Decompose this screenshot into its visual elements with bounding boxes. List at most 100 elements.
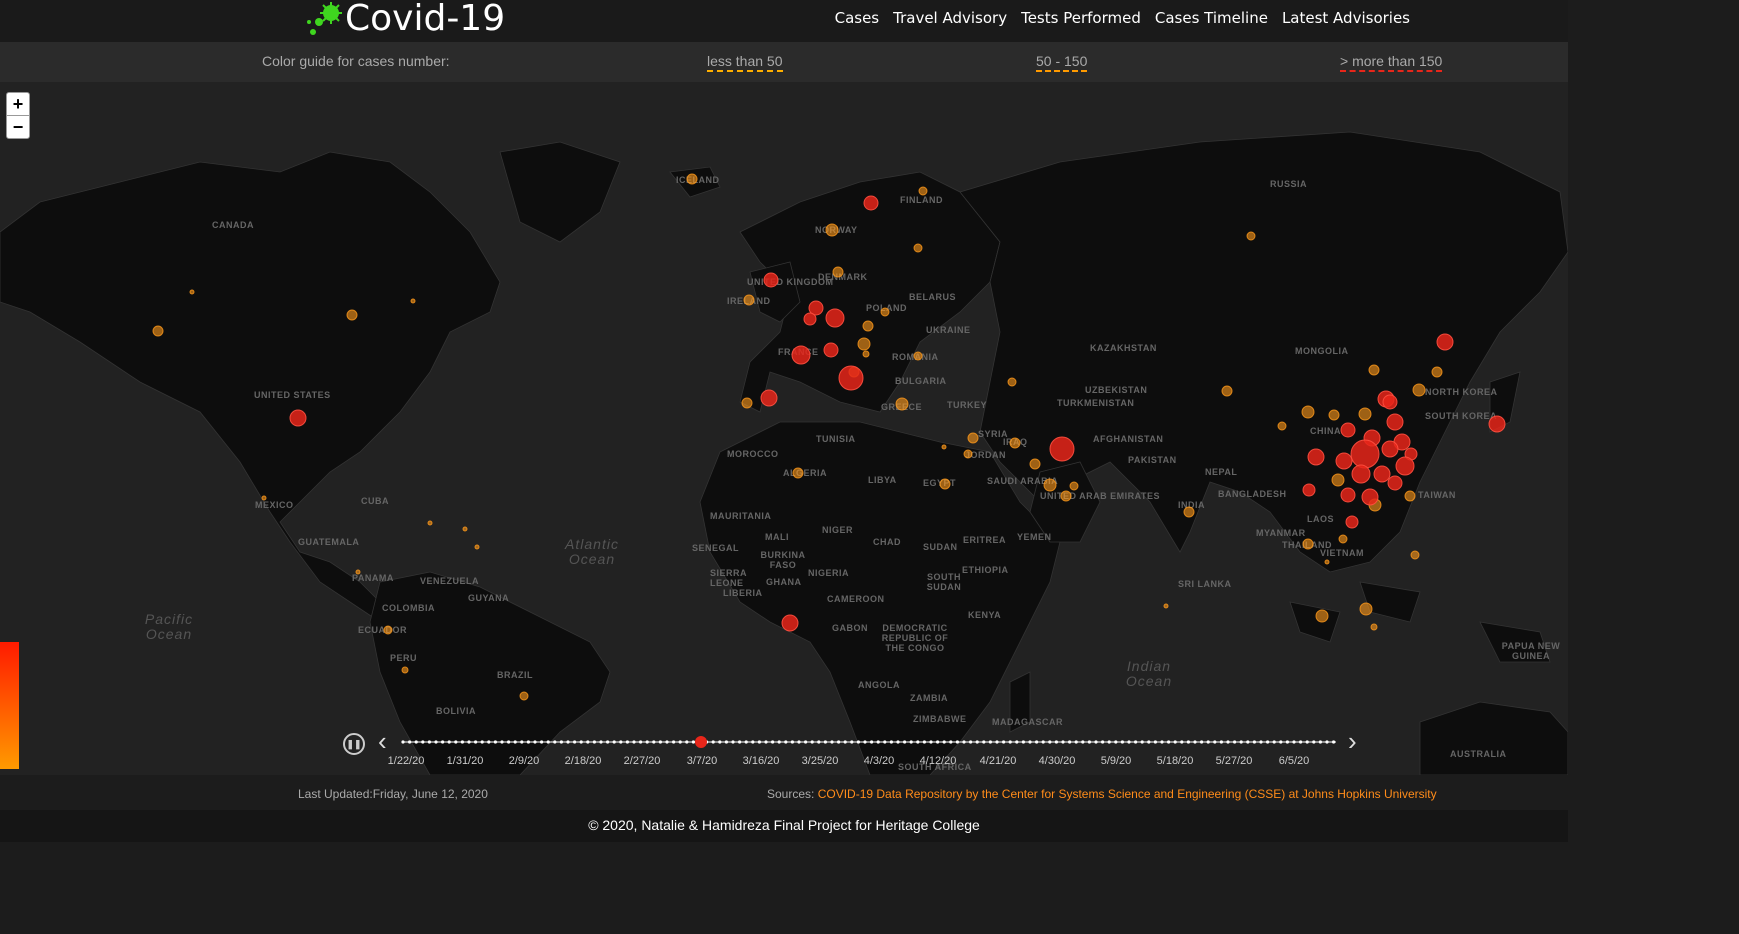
timeline-track[interactable] [400,735,1340,749]
timeline-tick [1285,740,1289,744]
nav-latest-advisories[interactable]: Latest Advisories [1281,9,1410,27]
timeline-tick [1173,740,1177,744]
map-label: LAOS [1307,514,1335,524]
timeline-date[interactable]: 1/22/20 [387,755,425,767]
map-label: CHINA [1310,426,1341,436]
nav-tests-performed[interactable]: Tests Performed [1021,9,1141,27]
case-marker [781,614,799,632]
timeline-tick [797,740,801,744]
timeline-date[interactable]: 1/31/20 [446,755,484,767]
case-marker [760,389,778,407]
case-marker [1340,422,1356,438]
timeline-tick [427,740,431,744]
timeline-tick [414,740,418,744]
case-marker [1301,405,1315,419]
timeline-tick [507,740,511,744]
timeline-tick [1008,740,1012,744]
timeline-tick [850,740,854,744]
case-marker [289,409,307,427]
timeline-date[interactable]: 4/3/20 [863,755,895,767]
timeline-next-button[interactable]: › [1348,726,1357,756]
color-legend: Color guide for cases number: less than … [0,42,1568,82]
case-marker [1302,538,1314,550]
pause-button[interactable]: ❚❚ [343,733,365,755]
world-map[interactable]: + − CANADA UNITED STATES MEXICO CUBA GUA… [0,82,1568,775]
map-label: BULGARIA [895,376,947,386]
map-label: VENEZUELA [420,576,480,586]
timeline-date[interactable]: 2/18/20 [564,755,602,767]
timeline-tick [1325,740,1329,744]
map-label: LIBYA [868,475,897,485]
map-label: INDIA [1178,500,1205,510]
case-marker [832,266,844,278]
map-label: AFGHANISTAN [1093,434,1164,444]
timeline-date[interactable]: 4/12/20 [919,755,957,767]
timeline-tick [1101,740,1105,744]
timeline-date[interactable]: 3/7/20 [686,755,718,767]
map-label: MEXICO [255,500,294,510]
timeline-tick [889,740,893,744]
case-marker [1345,515,1359,529]
case-marker [791,345,811,365]
case-marker [1049,436,1075,462]
timeline-tick [724,740,728,744]
case-marker [462,526,468,532]
nav-travel-advisory[interactable]: Travel Advisory [893,9,1008,27]
timeline-prev-button[interactable]: ‹ [378,726,387,756]
map-label: MYANMAR [1256,528,1306,538]
timeline-tick [1068,740,1072,744]
timeline-date[interactable]: 5/27/20 [1215,755,1253,767]
timeline-tick [784,740,788,744]
zoom-in-button[interactable]: + [6,92,30,116]
timeline-tick [1180,740,1184,744]
timeline-tick [599,740,603,744]
timeline-current-marker [695,736,707,748]
timeline-date[interactable]: 6/5/20 [1278,755,1310,767]
map-label: SUDAN [923,542,958,552]
case-marker [1368,364,1380,376]
case-marker [1382,394,1398,410]
site-title: Covid-19 [345,0,506,39]
map-label: LIBERIA [723,588,763,598]
timeline-tick [942,740,946,744]
timeline-date[interactable]: 2/27/20 [623,755,661,767]
case-marker [1277,421,1287,431]
timeline-tick [1305,740,1309,744]
timeline-date[interactable]: 3/25/20 [801,755,839,767]
case-marker [189,289,195,295]
case-marker [1324,559,1330,565]
case-marker [862,320,874,332]
case-marker [1069,481,1079,491]
timeline-tick [1246,740,1250,744]
timeline-tick [1167,740,1171,744]
case-marker [913,351,923,361]
case-marker [1331,473,1345,487]
timeline-tick [1206,740,1210,744]
timeline-date[interactable]: 2/9/20 [508,755,540,767]
map-label: JORDAN [965,450,1007,460]
sources-link[interactable]: COVID-19 Data Repository by the Center f… [817,787,1437,801]
timeline-date[interactable]: 4/21/20 [979,755,1017,767]
nav-cases-timeline[interactable]: Cases Timeline [1154,9,1268,27]
timeline-tick [1239,740,1243,744]
case-marker [1488,415,1506,433]
timeline-date[interactable]: 5/18/20 [1156,755,1194,767]
case-marker [1373,465,1391,483]
timeline-tick [1035,740,1039,744]
zoom-out-button[interactable]: − [6,115,30,139]
timeline-tick [718,740,722,744]
timeline-date[interactable]: 3/16/20 [742,755,780,767]
case-marker [346,309,358,321]
timeline-date[interactable]: 5/9/20 [1100,755,1132,767]
nav-cases[interactable]: Cases [834,9,880,27]
map-label: COLOMBIA [382,603,435,613]
legend-label: Color guide for cases number: [262,53,450,69]
timeline-tick [678,740,682,744]
timeline-tick [856,740,860,744]
timeline-date[interactable]: 4/30/20 [1038,755,1076,767]
case-marker [967,432,979,444]
timeline-tick [520,740,524,744]
timeline-tick [480,740,484,744]
map-label: SOUTH KOREA [1425,411,1498,421]
map-label: DENMARK [818,272,868,282]
